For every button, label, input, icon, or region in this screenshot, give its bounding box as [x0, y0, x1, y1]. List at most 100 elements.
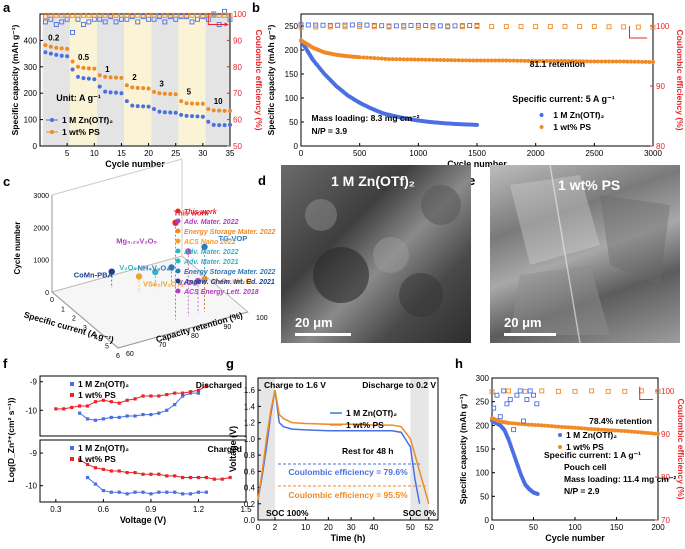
f-top-axes-frame	[39, 375, 247, 437]
b-point	[305, 22, 311, 28]
h-point	[655, 388, 661, 394]
a-point	[114, 90, 118, 95]
h-ylabel: Specific capacity (mAh g⁻¹)	[458, 393, 468, 504]
b-point	[459, 24, 465, 30]
g-legend-text-0: 1 M Zn(OTf)₂	[346, 408, 397, 418]
f-top-point	[101, 417, 105, 421]
b-y2tick-label: 80	[656, 142, 665, 151]
b-point	[621, 24, 627, 30]
h-point	[609, 428, 614, 433]
b-ytick-label: 50	[289, 118, 298, 127]
h-point	[522, 388, 528, 394]
b-point	[533, 59, 538, 64]
g-annot-soc0: SOC 0%	[403, 508, 437, 518]
b-annot-np: N/P = 3.9	[312, 126, 348, 136]
a-xtick-label: 25	[171, 149, 180, 158]
a-rate-band	[178, 14, 206, 146]
a-point	[76, 74, 80, 79]
b-point	[566, 59, 571, 64]
a-point	[200, 101, 205, 106]
a-point	[130, 85, 135, 90]
a-point	[75, 12, 81, 18]
g-legend-text-1: 1 wt% PS	[346, 420, 384, 430]
h-point	[563, 425, 568, 430]
h-point	[535, 491, 540, 496]
panel-label-b: b	[252, 0, 260, 15]
a-rate-label: 5	[187, 88, 192, 97]
b-point	[548, 59, 553, 64]
g-ytick-label: 1.6	[244, 386, 256, 395]
c-legend-marker	[175, 208, 181, 214]
a-xtick-label: 10	[90, 149, 99, 158]
h-ytick-label: 250	[476, 398, 490, 407]
f-bottom-point	[93, 482, 98, 486]
h-y2tick-label: 90	[661, 430, 670, 439]
h-point	[527, 388, 533, 394]
a-point	[222, 108, 227, 113]
g-ytick-label: 1.4	[244, 402, 256, 411]
b-point	[349, 22, 355, 28]
a-y2tick-label: 90	[233, 36, 242, 45]
a-point	[222, 8, 228, 14]
b-red-arrow	[629, 26, 648, 39]
f-xtick-label: 1.5	[240, 505, 252, 514]
a-red-arrow	[207, 14, 225, 26]
h-xlabel: Cycle number	[545, 533, 605, 543]
a-point	[86, 12, 92, 18]
h-xtick-label: 100	[568, 523, 582, 532]
b-point	[574, 59, 578, 64]
h-point	[596, 427, 601, 432]
b-point	[544, 59, 549, 64]
f-bottom-point	[228, 475, 232, 480]
a-xtick-label: 30	[198, 149, 207, 158]
b-point	[456, 58, 461, 63]
b-point	[379, 23, 385, 29]
b-point	[408, 23, 414, 28]
h-legend-text-1: 1 wt% PS	[566, 442, 604, 452]
f-top-point	[141, 412, 145, 417]
h-point	[606, 428, 611, 433]
b-y2tick-label: 90	[656, 82, 665, 91]
b-point	[475, 122, 479, 127]
f-top-point	[133, 414, 137, 418]
b-point	[398, 57, 402, 62]
b-xtick-label: 3000	[644, 149, 662, 158]
a-point	[70, 67, 75, 72]
f-bottom-point	[85, 475, 90, 480]
a-ytick-label: 100	[24, 116, 38, 125]
c-legend-text: ACS Nano 2022	[183, 239, 236, 246]
c-legend-marker	[175, 218, 181, 224]
sem-scalebar-e	[504, 333, 556, 336]
f-top-point	[157, 394, 161, 398]
a-point	[102, 19, 108, 25]
h-point	[569, 425, 574, 430]
f-top-point	[85, 404, 90, 408]
a-point	[130, 103, 135, 108]
f-top-point	[70, 405, 74, 410]
a-point	[194, 12, 200, 18]
panel-label-h: h	[455, 356, 463, 371]
b-point	[610, 59, 615, 64]
f-bottom-legend-text-0: 1 M Zn(OTf)₂	[78, 443, 129, 453]
c-point-label: V₂O₅	[178, 278, 196, 287]
f-bottom-point	[157, 472, 161, 476]
a-point	[217, 108, 222, 113]
a-point	[108, 12, 114, 18]
b-legend-text-1: 1 wt% PS	[553, 122, 591, 132]
b-ytick-label: 200	[285, 46, 299, 55]
b-point	[559, 59, 564, 64]
c-cycle-tick: 1000	[33, 258, 49, 265]
h-point	[506, 388, 512, 394]
a-point	[152, 89, 156, 94]
a-xtick-label: 35	[226, 149, 235, 158]
f-bottom-point	[109, 469, 113, 473]
a-legend-text-0: 1 M Zn(OTf)₂	[62, 115, 113, 125]
h-point	[543, 423, 548, 428]
f-bottom-point	[141, 472, 145, 476]
a-y2tick-label: 80	[233, 63, 242, 72]
h-ytick-label: 150	[476, 445, 490, 454]
b-point	[442, 58, 446, 63]
a-y2label: Coulombic efficiency (%)	[254, 29, 264, 130]
c-point	[108, 268, 115, 275]
f-bottom-point	[125, 471, 129, 475]
